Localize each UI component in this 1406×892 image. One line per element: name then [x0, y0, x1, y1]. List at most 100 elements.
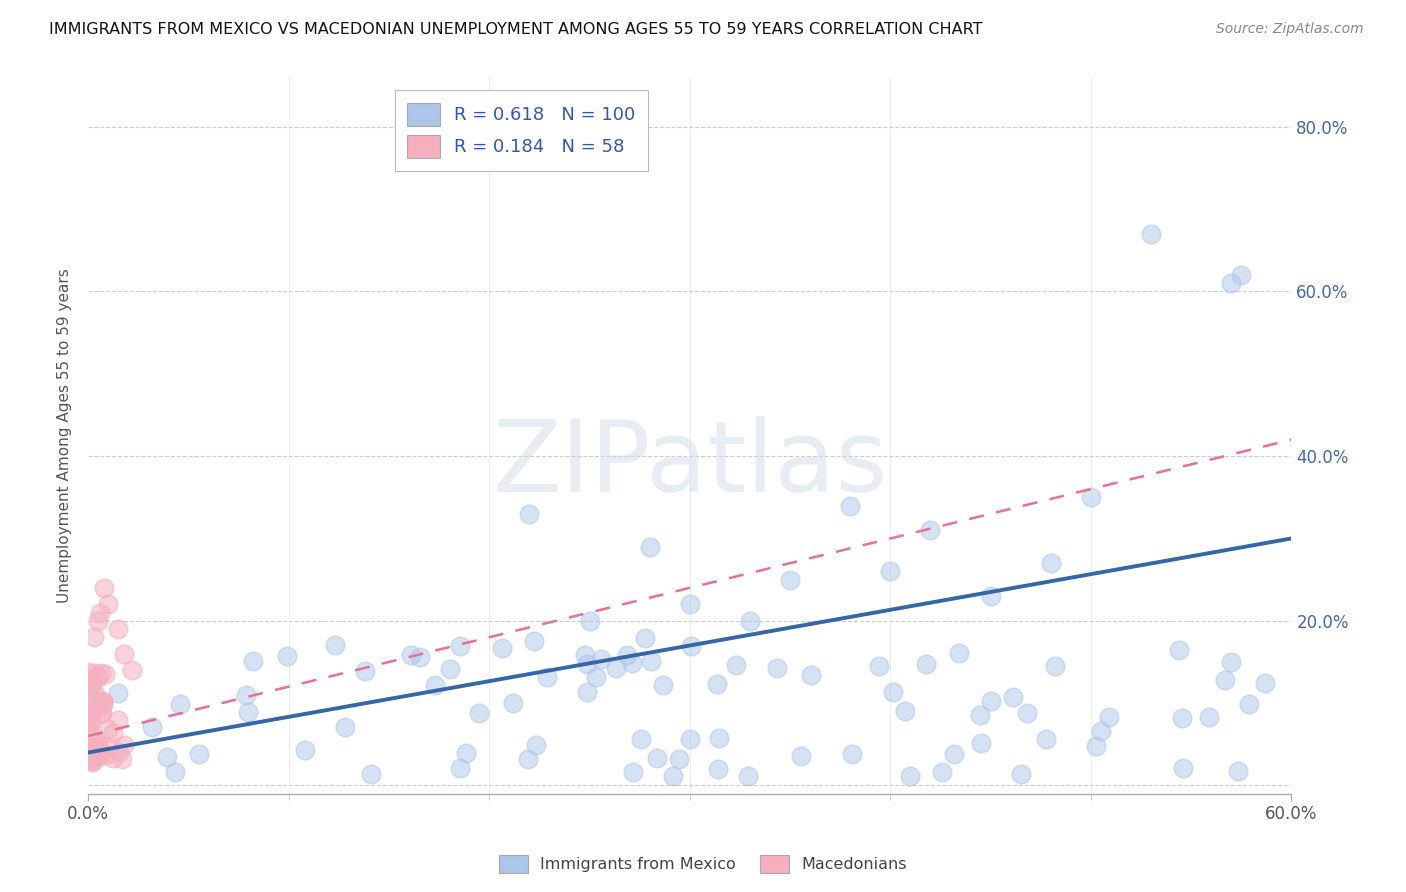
- Point: [1010, 767, 1032, 781]
- Point: [80, 679, 103, 693]
- Point: [1220, 277, 1243, 291]
- Point: [87, 614, 110, 628]
- Point: [1220, 655, 1243, 669]
- Point: [585, 669, 607, 683]
- Point: [112, 647, 135, 661]
- Point: [323, 639, 346, 653]
- Point: [87, 748, 110, 763]
- Point: [169, 697, 191, 711]
- Point: [634, 632, 657, 646]
- Point: [661, 769, 683, 783]
- Point: [1171, 760, 1194, 774]
- Point: [80, 755, 103, 769]
- Point: [706, 677, 728, 691]
- Text: IMMIGRANTS FROM MEXICO VS MACEDONIAN UNEMPLOYMENT AMONG AGES 55 TO 59 YEARS CORR: IMMIGRANTS FROM MEXICO VS MACEDONIAN UNE…: [49, 22, 983, 37]
- Point: [651, 678, 673, 692]
- Point: [931, 765, 953, 780]
- Point: [77, 665, 100, 679]
- Point: [738, 614, 761, 628]
- Point: [894, 704, 917, 718]
- Point: [502, 696, 524, 710]
- Point: [97, 597, 120, 611]
- Point: [621, 657, 644, 671]
- Point: [111, 752, 134, 766]
- Point: [235, 688, 257, 702]
- Point: [1254, 675, 1277, 690]
- Point: [630, 731, 652, 746]
- Point: [868, 658, 890, 673]
- Point: [97, 722, 120, 736]
- Point: [77, 703, 100, 717]
- Point: [83, 742, 105, 756]
- Point: [1045, 658, 1067, 673]
- Legend: Immigrants from Mexico, Macedonians: Immigrants from Mexico, Macedonians: [492, 848, 914, 880]
- Point: [108, 745, 131, 759]
- Point: [83, 666, 105, 681]
- Point: [94, 748, 117, 763]
- Point: [1002, 690, 1025, 704]
- Point: [1085, 739, 1108, 753]
- Point: [970, 736, 993, 750]
- Point: [948, 646, 970, 660]
- Point: [84, 687, 107, 701]
- Point: [707, 763, 730, 777]
- Point: [882, 685, 904, 699]
- Point: [409, 650, 432, 665]
- Legend: R = 0.618   N = 100, R = 0.184   N = 58: R = 0.618 N = 100, R = 0.184 N = 58: [395, 90, 648, 170]
- Point: [640, 654, 662, 668]
- Point: [536, 670, 558, 684]
- Point: [93, 581, 115, 595]
- Point: [576, 657, 599, 672]
- Point: [89, 743, 111, 757]
- Point: [83, 747, 105, 761]
- Point: [121, 663, 143, 677]
- Point: [91, 695, 114, 709]
- Point: [77, 719, 100, 733]
- Point: [89, 606, 111, 620]
- Point: [238, 706, 260, 720]
- Point: [80, 672, 103, 686]
- Point: [467, 706, 489, 720]
- Point: [80, 747, 103, 762]
- Text: ZIPatlas: ZIPatlas: [492, 416, 887, 513]
- Point: [333, 720, 356, 734]
- Point: [517, 752, 540, 766]
- Point: [449, 761, 471, 775]
- Point: [163, 764, 186, 779]
- Point: [800, 668, 823, 682]
- Point: [82, 747, 104, 762]
- Point: [77, 717, 100, 731]
- Point: [90, 706, 112, 720]
- Point: [920, 523, 942, 537]
- Point: [668, 752, 690, 766]
- Point: [112, 738, 135, 752]
- Point: [79, 693, 101, 707]
- Point: [82, 754, 104, 768]
- Point: [1039, 556, 1062, 570]
- Point: [969, 708, 991, 723]
- Point: [1198, 710, 1220, 724]
- Y-axis label: Unemployment Among Ages 55 to 59 years: Unemployment Among Ages 55 to 59 years: [58, 268, 72, 603]
- Point: [89, 696, 111, 710]
- Point: [1167, 643, 1189, 657]
- Point: [524, 738, 547, 752]
- Point: [605, 661, 627, 675]
- Point: [90, 706, 112, 721]
- Point: [439, 662, 461, 676]
- Point: [83, 630, 105, 644]
- Point: [107, 622, 129, 636]
- Point: [86, 735, 108, 749]
- Point: [80, 714, 103, 728]
- Point: [423, 678, 446, 692]
- Point: [103, 726, 125, 740]
- Point: [449, 639, 471, 653]
- Point: [87, 749, 110, 764]
- Point: [77, 706, 100, 721]
- Point: [681, 639, 703, 653]
- Point: [679, 597, 702, 611]
- Point: [86, 671, 108, 685]
- Point: [679, 731, 702, 746]
- Point: [77, 675, 100, 690]
- Point: [80, 728, 103, 742]
- Point: [91, 694, 114, 708]
